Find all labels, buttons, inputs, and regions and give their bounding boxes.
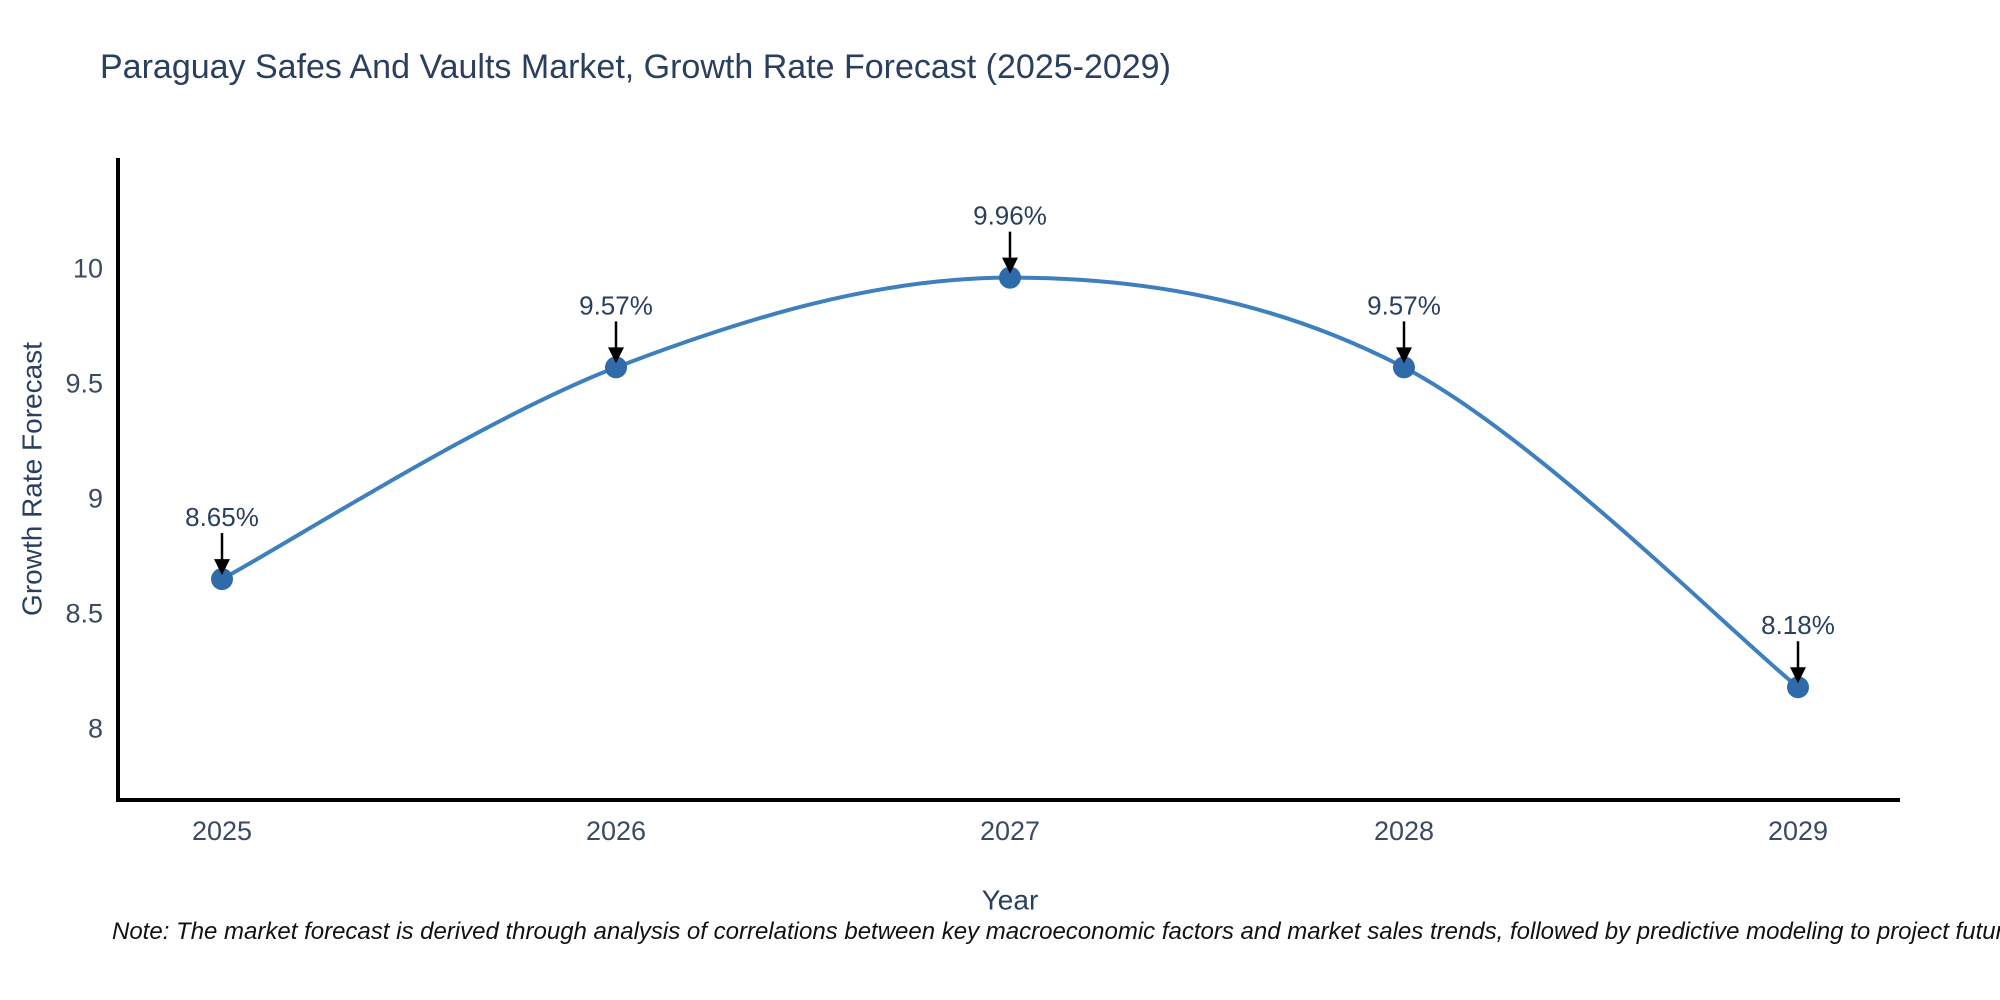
x-tick-label: 2027 [980,816,1040,846]
point-value-label: 9.96% [973,201,1047,231]
y-tick-label: 9 [88,484,103,514]
forecast-line [220,275,1800,690]
annotation-arrowhead-icon [608,347,624,364]
annotation-arrowhead-icon [1002,257,1018,274]
x-tick-label: 2025 [192,816,252,846]
chart-title: Paraguay Safes And Vaults Market, Growth… [100,48,1171,86]
data-point-marker [999,266,1021,289]
x-axis-title: Year [982,885,1039,916]
y-axis-title: Growth Rate Forecast [17,342,48,616]
data-point-marker [211,568,233,591]
footnote: Note: The market forecast is derived thr… [112,918,2000,945]
x-tick-label: 2026 [586,816,646,846]
x-tick-label: 2029 [1768,816,1828,846]
data-point-marker [1787,676,1809,699]
x-tick-label: 2028 [1374,816,1434,846]
y-tick-label: 8.5 [65,599,103,629]
annotation-arrowhead-icon [1396,347,1412,364]
y-tick-label: 10 [73,253,103,283]
annotation-arrowhead-icon [1790,667,1806,684]
point-value-label: 9.57% [579,290,653,320]
point-value-label: 9.57% [1367,290,1441,320]
y-tick-label: 9.5 [65,369,103,399]
point-value-label: 8.18% [1761,610,1835,640]
point-value-label: 8.65% [185,502,259,532]
data-point-marker [1393,356,1415,379]
y-tick-label: 8 [88,714,103,744]
annotation-arrowhead-icon [214,559,230,576]
data-point-marker [605,356,627,379]
